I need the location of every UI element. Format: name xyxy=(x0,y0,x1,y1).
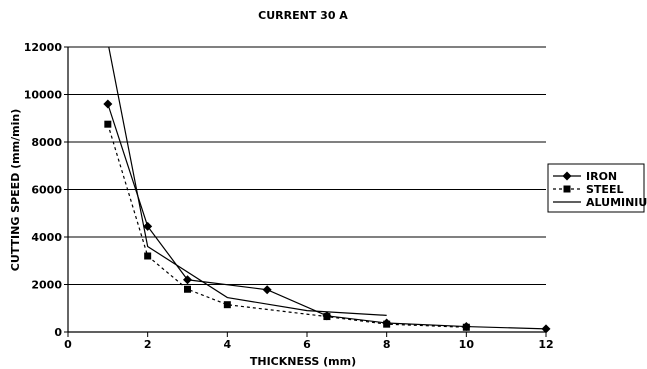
data-point-iron xyxy=(103,99,113,109)
y-tick-label: 0 xyxy=(54,326,62,339)
series-line-iron xyxy=(107,103,546,330)
legend-label-steel: STEEL xyxy=(586,183,623,196)
x-tick-labels: 0 2 4 6 8 10 12 xyxy=(64,338,553,351)
x-tick-label: 0 xyxy=(64,338,72,351)
data-point-steel xyxy=(223,301,231,309)
x-tick-label: 12 xyxy=(538,338,553,351)
data-point-steel xyxy=(383,320,391,328)
y-tick-label: 12000 xyxy=(24,41,63,54)
x-tick-label: 10 xyxy=(459,338,475,351)
data-point-steel xyxy=(184,285,191,293)
data-point-iron xyxy=(541,324,551,334)
legend-marker-steel xyxy=(563,185,571,193)
data-point-iron xyxy=(143,221,153,231)
y-tick-label: 8000 xyxy=(31,136,62,149)
series-line-aluminium xyxy=(108,47,387,316)
data-point-steel xyxy=(323,313,331,321)
y-tick-label: 10000 xyxy=(24,89,63,102)
x-tick-label: 8 xyxy=(383,338,391,351)
legend-label-aluminium: ALUMINIUM xyxy=(586,196,647,209)
legend-marker-iron xyxy=(562,171,572,181)
x-tick-label: 4 xyxy=(224,338,232,351)
legend: IRONSTEELALUMINIUM xyxy=(547,163,647,213)
series-iron xyxy=(103,99,551,334)
y-tick-label: 6000 xyxy=(31,184,62,197)
y-axis-label: CUTTING SPEED (mm/min) xyxy=(9,109,22,271)
series-group xyxy=(103,47,551,334)
data-point-steel xyxy=(104,120,112,128)
series-line-steel xyxy=(107,124,467,328)
x-axis-label: THICKNESS (mm) xyxy=(250,355,356,368)
y-tick-labels: 0 2000 4000 6000 8000 10000 12000 xyxy=(24,41,63,339)
data-point-steel xyxy=(144,252,152,260)
y-tick-label: 2000 xyxy=(31,279,62,292)
data-point-steel xyxy=(462,323,470,331)
y-tick-label: 4000 xyxy=(31,231,62,244)
x-tick-label: 6 xyxy=(303,338,311,351)
data-point-iron xyxy=(262,285,272,295)
series-steel xyxy=(104,120,470,331)
series-aluminium xyxy=(108,47,387,316)
axes xyxy=(64,46,547,337)
grid-lines xyxy=(68,46,546,285)
data-point-iron xyxy=(183,275,192,285)
x-tick-label: 2 xyxy=(144,338,152,351)
legend-label-iron: IRON xyxy=(586,170,617,183)
chart-title: CURRENT 30 A xyxy=(258,9,348,22)
